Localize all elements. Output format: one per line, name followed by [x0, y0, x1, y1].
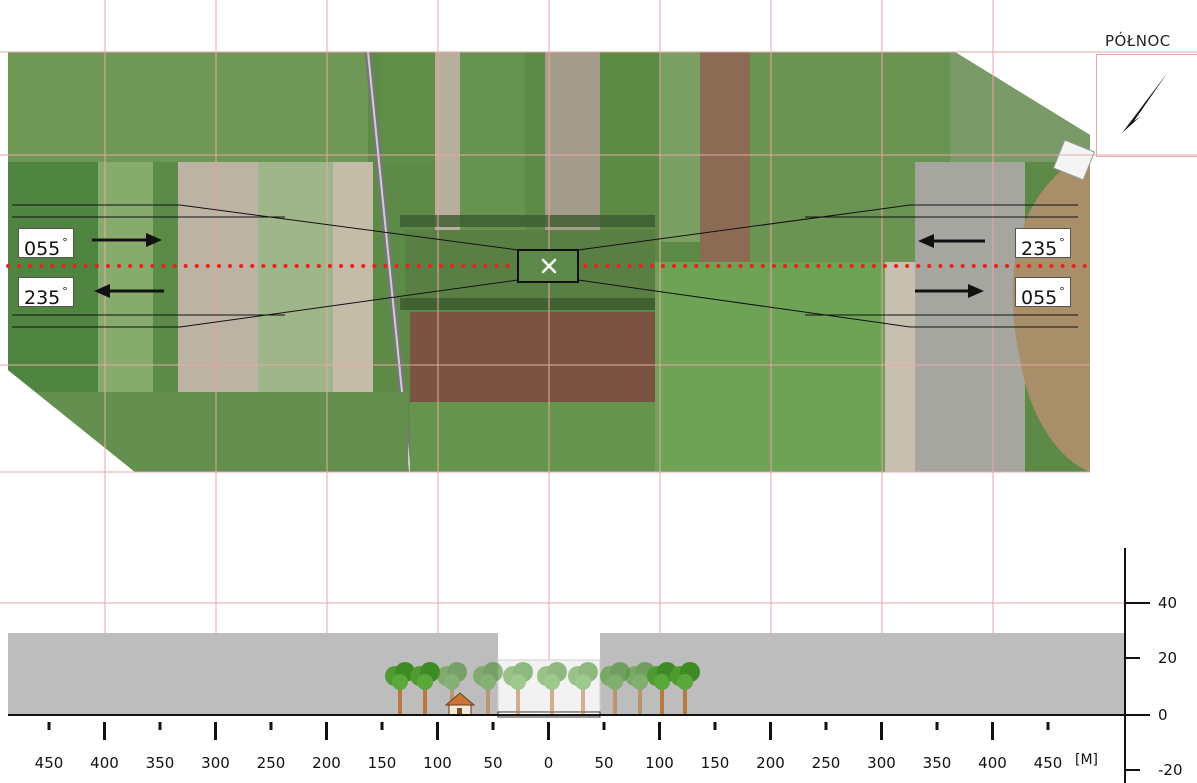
- arrow-left-icon: [94, 284, 164, 298]
- y-tick-label: 40: [1158, 594, 1178, 612]
- y-tick-label: -20: [1158, 761, 1183, 779]
- north-label: PÓŁNOC: [1105, 32, 1171, 50]
- tree-icon: [410, 662, 440, 715]
- x-tick-label: 300: [201, 754, 230, 772]
- x-tick-label: 50: [483, 754, 503, 772]
- x-tick-label: 50: [594, 754, 614, 772]
- reference-grid: [0, 0, 1197, 715]
- y-tick-label: 20: [1158, 649, 1178, 667]
- x-tick-label: 100: [645, 754, 674, 772]
- arrow-right-icon: [915, 284, 984, 298]
- x-tick-label: 300: [867, 754, 896, 772]
- y-tick-label: 0: [1158, 706, 1168, 724]
- x-tick-label: 400: [978, 754, 1007, 772]
- x-tick-label: 200: [312, 754, 341, 772]
- tree-icon: [473, 662, 503, 715]
- x-tick-label: 150: [700, 754, 730, 772]
- landing-pad: [517, 249, 579, 283]
- tree-icon: [385, 662, 415, 715]
- profile-axes: [8, 548, 1150, 783]
- x-tick-label: 400: [90, 754, 119, 772]
- north-arrow-icon: [1122, 72, 1168, 133]
- x-tick-label: 350: [145, 754, 175, 772]
- tree-row: [385, 662, 700, 715]
- arrow-left-icon: [918, 234, 985, 248]
- arrow-right-icon: [92, 233, 162, 247]
- x-tick-label: 250: [811, 754, 841, 772]
- x-tick-label: 350: [922, 754, 952, 772]
- tree-icon: [625, 662, 655, 715]
- x-tick-label: 0: [543, 754, 554, 772]
- x-tick-label: 250: [256, 754, 286, 772]
- x-tick-label: 450: [1033, 754, 1063, 772]
- tree-icon: [647, 662, 677, 715]
- x-axis-unit: [M]: [1075, 752, 1099, 768]
- tree-icon: [537, 662, 567, 715]
- tree-icon: [670, 662, 700, 715]
- approach-surfaces: [12, 204, 1078, 328]
- map-sign: [1052, 139, 1096, 181]
- heading-label-left-top: 055 °: [18, 228, 74, 260]
- x-tick-label: 200: [756, 754, 785, 772]
- x-tick-label: 450: [34, 754, 64, 772]
- x-tick-label: 100: [423, 754, 452, 772]
- heading-label-left-bottom: 235 °: [18, 277, 74, 309]
- north-indicator-frame: [1096, 54, 1197, 157]
- pad-center-x-icon: [541, 258, 557, 274]
- tree-icon: [503, 662, 533, 715]
- heading-label-right-bottom: 055 °: [1015, 277, 1071, 309]
- x-tick-label: 150: [367, 754, 397, 772]
- tree-icon: [568, 662, 598, 715]
- x-axis-ticks: [47, 722, 1050, 740]
- tree-icon: [600, 662, 630, 715]
- heading-label-right-top: 235 °: [1015, 228, 1071, 260]
- direction-arrows: [92, 233, 985, 298]
